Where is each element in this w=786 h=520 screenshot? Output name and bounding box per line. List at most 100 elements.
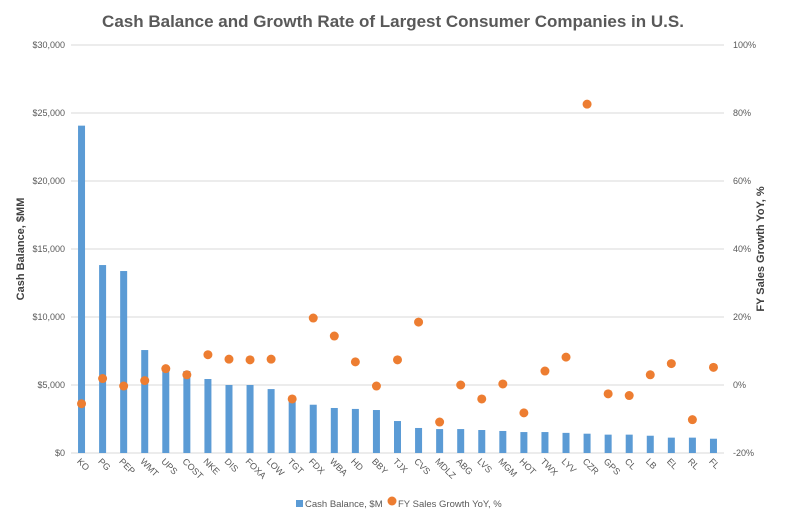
point-pep bbox=[119, 381, 129, 391]
right-tick-label: 100% bbox=[733, 40, 756, 50]
point-lb bbox=[645, 370, 655, 380]
bar-nke bbox=[204, 379, 212, 453]
bar-low bbox=[267, 389, 275, 453]
scatter-series bbox=[77, 99, 718, 427]
x-tick-label: WMT bbox=[138, 456, 161, 479]
point-dis bbox=[224, 354, 234, 364]
x-tick-label: LOW bbox=[265, 456, 287, 478]
x-tick-label: MGM bbox=[496, 456, 519, 479]
bar-abg bbox=[457, 429, 465, 453]
legend-bar-swatch bbox=[296, 500, 303, 507]
point-tjx bbox=[393, 355, 402, 365]
x-tick-label: RL bbox=[686, 456, 701, 471]
right-tick-label: 0% bbox=[733, 380, 746, 390]
right-tick-label: 80% bbox=[733, 108, 751, 118]
point-cl bbox=[624, 391, 634, 401]
x-tick-label: WBA bbox=[328, 456, 350, 478]
gridlines bbox=[71, 44, 724, 454]
x-tick-label: EL bbox=[665, 456, 680, 471]
point-czr bbox=[582, 99, 592, 109]
left-tick-label: $5,000 bbox=[37, 380, 65, 390]
left-axis-title: Cash Balance, $MM bbox=[15, 198, 27, 301]
point-ups bbox=[161, 364, 171, 374]
bar-fl bbox=[709, 438, 717, 453]
right-tick-label: -20% bbox=[733, 448, 754, 458]
bar-series bbox=[78, 125, 717, 453]
bar-foxa bbox=[246, 385, 254, 453]
bar-hot bbox=[520, 432, 528, 453]
bar-pg bbox=[99, 265, 107, 453]
right-tick-label: 60% bbox=[733, 176, 751, 186]
point-lvs bbox=[477, 394, 487, 404]
point-hd bbox=[350, 357, 360, 367]
x-tick-label: CZR bbox=[581, 456, 602, 477]
x-tick-label: UPS bbox=[159, 456, 179, 476]
bar-wba bbox=[330, 407, 338, 453]
bar-lvs bbox=[478, 430, 486, 453]
x-tick-label: LB bbox=[644, 456, 659, 471]
x-tick-label: CL bbox=[623, 456, 638, 471]
x-tick-label: FDX bbox=[307, 456, 327, 476]
x-tick-label: FL bbox=[707, 456, 722, 471]
right-tick-label: 20% bbox=[733, 312, 751, 322]
point-lyv bbox=[561, 352, 571, 362]
bar-lb bbox=[646, 435, 654, 453]
point-wmt bbox=[140, 376, 150, 386]
point-wba bbox=[329, 331, 339, 341]
bar-twx bbox=[541, 432, 549, 453]
x-tick-label: COST bbox=[180, 456, 205, 481]
x-tick-label: DIS bbox=[223, 456, 241, 474]
bar-gps bbox=[604, 434, 612, 453]
left-tick-label: $0 bbox=[55, 448, 65, 458]
point-ko bbox=[77, 399, 87, 409]
x-tick-label: KO bbox=[75, 456, 91, 472]
x-tick-label: LVS bbox=[475, 456, 494, 475]
bar-wmt bbox=[141, 350, 149, 453]
point-tgt bbox=[287, 394, 297, 404]
bar-rl bbox=[688, 437, 696, 453]
point-foxa bbox=[245, 355, 255, 365]
bar-fdx bbox=[309, 404, 317, 453]
point-mgm bbox=[498, 379, 508, 389]
x-tick-label: TGT bbox=[286, 456, 306, 476]
left-tick-label: $25,000 bbox=[32, 108, 65, 118]
bar-cl bbox=[625, 434, 633, 453]
point-pg bbox=[98, 374, 108, 384]
bar-tjx bbox=[394, 421, 401, 453]
x-tick-label: PEP bbox=[117, 456, 137, 476]
bar-cost bbox=[183, 370, 191, 453]
point-hot bbox=[519, 408, 529, 418]
x-tick-label: MDLZ bbox=[433, 456, 458, 481]
bar-ko bbox=[78, 125, 86, 453]
point-fdx bbox=[308, 313, 318, 323]
right-tick-label: 40% bbox=[733, 244, 751, 254]
point-mdlz bbox=[435, 417, 445, 427]
point-abg bbox=[456, 380, 466, 390]
bar-el bbox=[667, 437, 675, 453]
x-tick-label: BBY bbox=[370, 456, 390, 476]
point-cvs bbox=[414, 317, 424, 327]
legend-label-cash: Cash Balance, $M bbox=[305, 499, 383, 510]
bar-mgm bbox=[499, 430, 507, 453]
legend-label-growth: FY Sales Growth YoY, % bbox=[398, 499, 502, 510]
bar-hd bbox=[351, 408, 359, 453]
bar-lyv bbox=[562, 432, 570, 453]
bar-tgt bbox=[288, 400, 296, 453]
left-tick-label: $30,000 bbox=[32, 40, 65, 50]
bar-cvs bbox=[415, 427, 423, 453]
left-tick-label: $10,000 bbox=[32, 312, 65, 322]
left-axis-ticks: $0 $5,000 $10,000 $15,000 $20,000 $25,000 $30,… bbox=[32, 40, 65, 458]
bar-dis bbox=[225, 385, 233, 453]
right-axis-ticks: -20% 0% 20% 40% 60% 80% 100% bbox=[733, 40, 756, 458]
point-nke bbox=[203, 350, 213, 360]
legend: Cash Balance, $M FY Sales Growth YoY, % bbox=[296, 496, 502, 510]
bar-mdlz bbox=[436, 429, 444, 453]
point-fl bbox=[708, 362, 718, 372]
x-tick-label: CVS bbox=[412, 456, 432, 476]
point-low bbox=[266, 354, 276, 364]
chart-title: Cash Balance and Growth Rate of Largest … bbox=[102, 12, 684, 31]
x-tick-label: GPS bbox=[602, 456, 623, 477]
bar-ups bbox=[162, 369, 170, 453]
bar-pep bbox=[120, 271, 128, 453]
